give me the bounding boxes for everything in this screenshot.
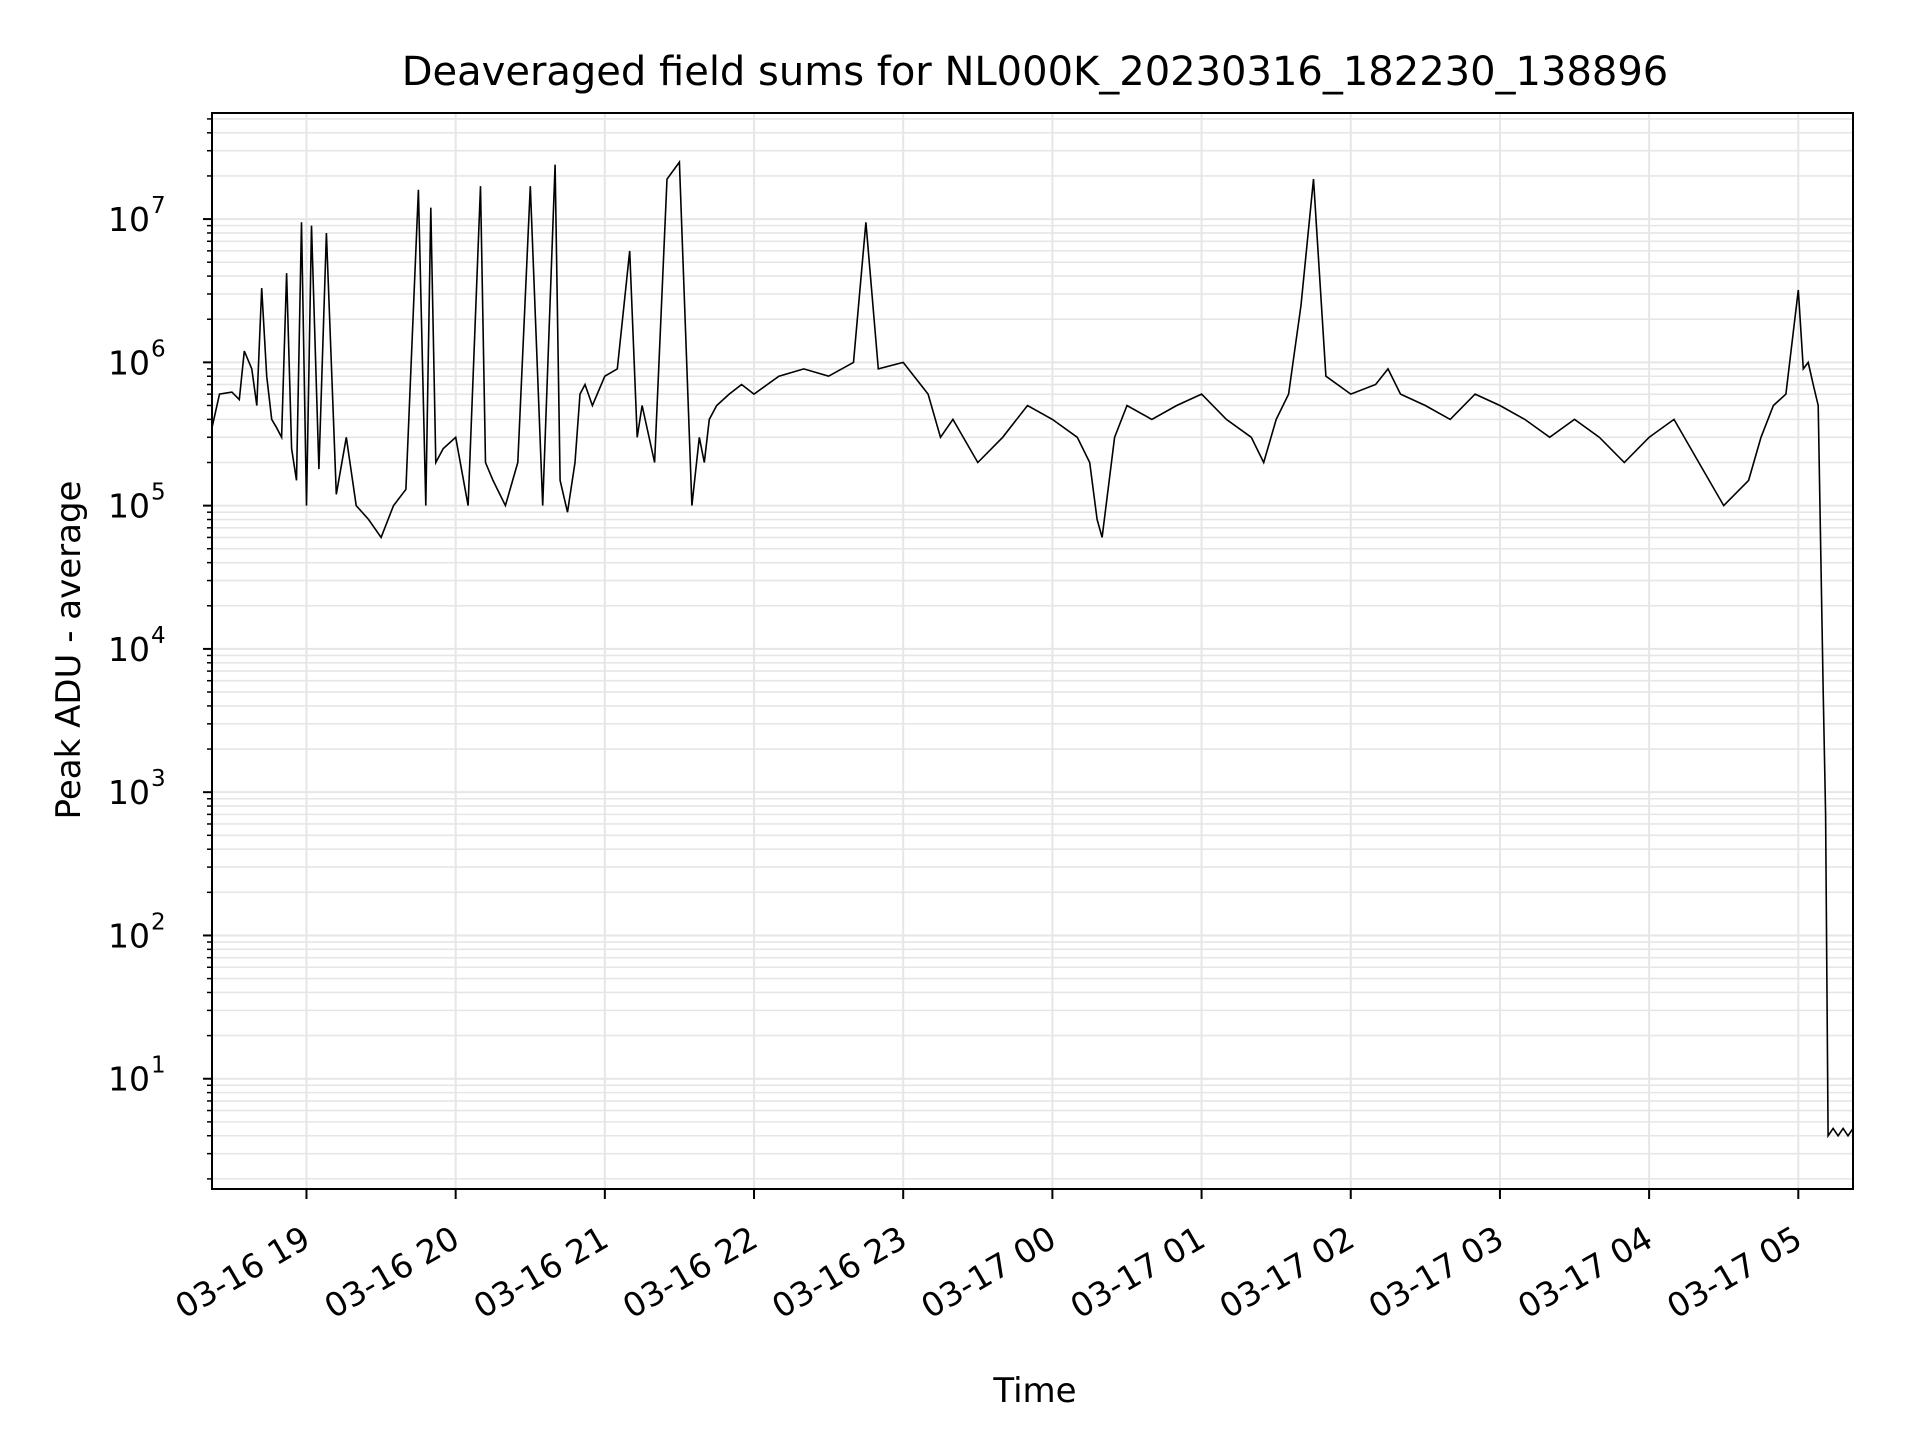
y-tick-label: 10: [108, 200, 150, 239]
y-tick-label: 10: [108, 630, 150, 669]
plot-frame: [211, 112, 1854, 1190]
y-axis-label: Peak ADU - average: [49, 481, 89, 820]
y-tick-label: 10: [108, 487, 150, 526]
y-tick-label: 10: [108, 343, 150, 382]
y-tick-label: 10: [108, 916, 150, 955]
series-layer: [211, 159, 1854, 1139]
x-axis-label: Time: [992, 1371, 1076, 1411]
series-line: [211, 159, 1854, 1139]
y-tick-exponent: 7: [151, 193, 166, 219]
tick-marks: [203, 118, 1800, 1199]
y-tick-label: 10: [108, 773, 150, 812]
chart-title: Deaveraged field sums for NL000K_2023031…: [402, 49, 1668, 95]
y-tick-exponent: 5: [151, 480, 166, 506]
grid: [212, 113, 1853, 1189]
y-tick-label: 10: [108, 1060, 150, 1099]
y-tick-exponent: 2: [151, 909, 166, 935]
y-tick-exponent: 3: [151, 766, 166, 792]
y-tick-exponent: 1: [151, 1053, 166, 1079]
y-tick-exponent: 6: [151, 336, 166, 362]
y-tick-exponent: 4: [151, 623, 166, 649]
